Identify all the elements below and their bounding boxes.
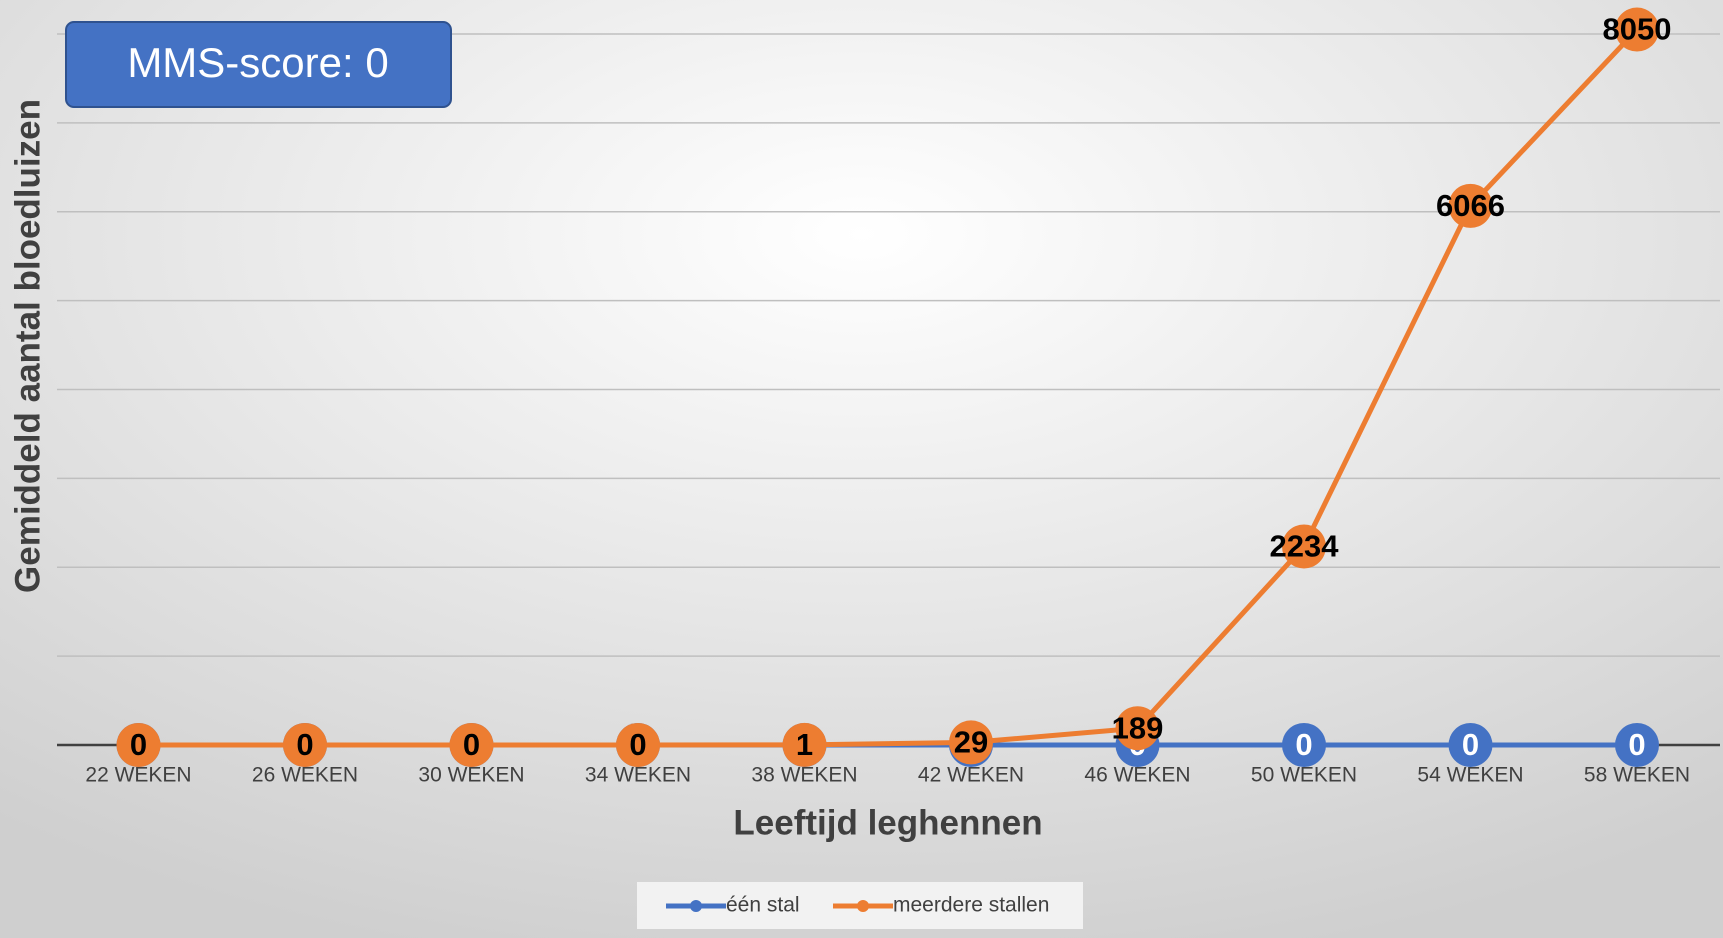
data-label: 6066 <box>1436 188 1505 223</box>
marker <box>1448 183 1493 228</box>
annotation: MMS-score: 0 <box>127 39 388 86</box>
x-tick-label: 26 WEKEN <box>252 764 358 787</box>
data-label: 8050 <box>1603 12 1672 47</box>
marker <box>1615 7 1659 52</box>
data-label: 0 <box>1462 727 1479 762</box>
marker <box>1448 723 1493 767</box>
data-label: 0 <box>1628 727 1645 762</box>
legend-label: meerdere stallen <box>893 894 1049 917</box>
marker <box>1115 706 1160 751</box>
marker <box>116 723 161 767</box>
x-axis-title: Leeftijd leghennen <box>733 803 1042 842</box>
data-label: 29 <box>954 725 988 760</box>
marker <box>949 720 993 765</box>
legend-marker <box>857 900 869 912</box>
legend-label: één stal <box>726 894 800 917</box>
marker <box>449 723 494 767</box>
marker <box>1615 723 1659 767</box>
legend-items: één stal meerdere stallen <box>666 894 1049 917</box>
x-tick-label: 54 WEKEN <box>1417 764 1523 787</box>
x-tick-label: 22 WEKEN <box>85 764 191 787</box>
marker <box>782 722 827 767</box>
series-line <box>138 27 1639 748</box>
data-label: 0 <box>296 727 313 762</box>
annotation-box <box>65 21 452 108</box>
marker <box>1282 723 1326 767</box>
y-axis-title: Gemiddeld aantal bloedluizen <box>8 99 47 593</box>
data-label: 1 <box>796 727 813 762</box>
marker <box>1282 524 1326 569</box>
data-label: 0 <box>629 727 646 762</box>
marker <box>616 723 660 767</box>
x-tick-label: 46 WEKEN <box>1084 764 1190 787</box>
data-label: 0 <box>130 727 147 762</box>
x-tick-label: 50 WEKEN <box>1251 764 1357 787</box>
data-label: 0 <box>463 727 480 762</box>
x-tick-label: 58 WEKEN <box>1584 764 1690 787</box>
marker <box>283 723 327 767</box>
x-tick-label: 42 WEKEN <box>918 764 1024 787</box>
x-tick-label: 38 WEKEN <box>751 764 857 787</box>
data-label: 0 <box>1295 727 1312 762</box>
data-label: 2234 <box>1270 529 1340 564</box>
data-label: 189 <box>1112 710 1164 745</box>
legend-marker <box>690 900 702 912</box>
x-tick-label: 34 WEKEN <box>585 764 691 787</box>
x-tick-label: 30 WEKEN <box>418 764 524 787</box>
plot-area: 22 WEKEN 26 WEKEN 30 WEKEN 34 WEKEN 38 WEKEN… <box>57 7 1720 787</box>
